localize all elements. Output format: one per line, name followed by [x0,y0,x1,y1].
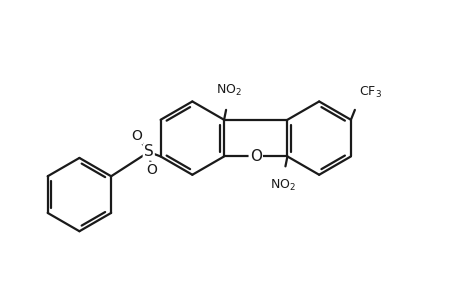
Text: NO$_2$: NO$_2$ [216,83,241,98]
Text: O: O [131,129,142,143]
Text: O: O [249,149,261,164]
Text: O: O [146,163,157,177]
Text: S: S [144,145,153,160]
Text: NO$_2$: NO$_2$ [269,178,295,193]
Text: CF$_3$: CF$_3$ [358,85,381,100]
